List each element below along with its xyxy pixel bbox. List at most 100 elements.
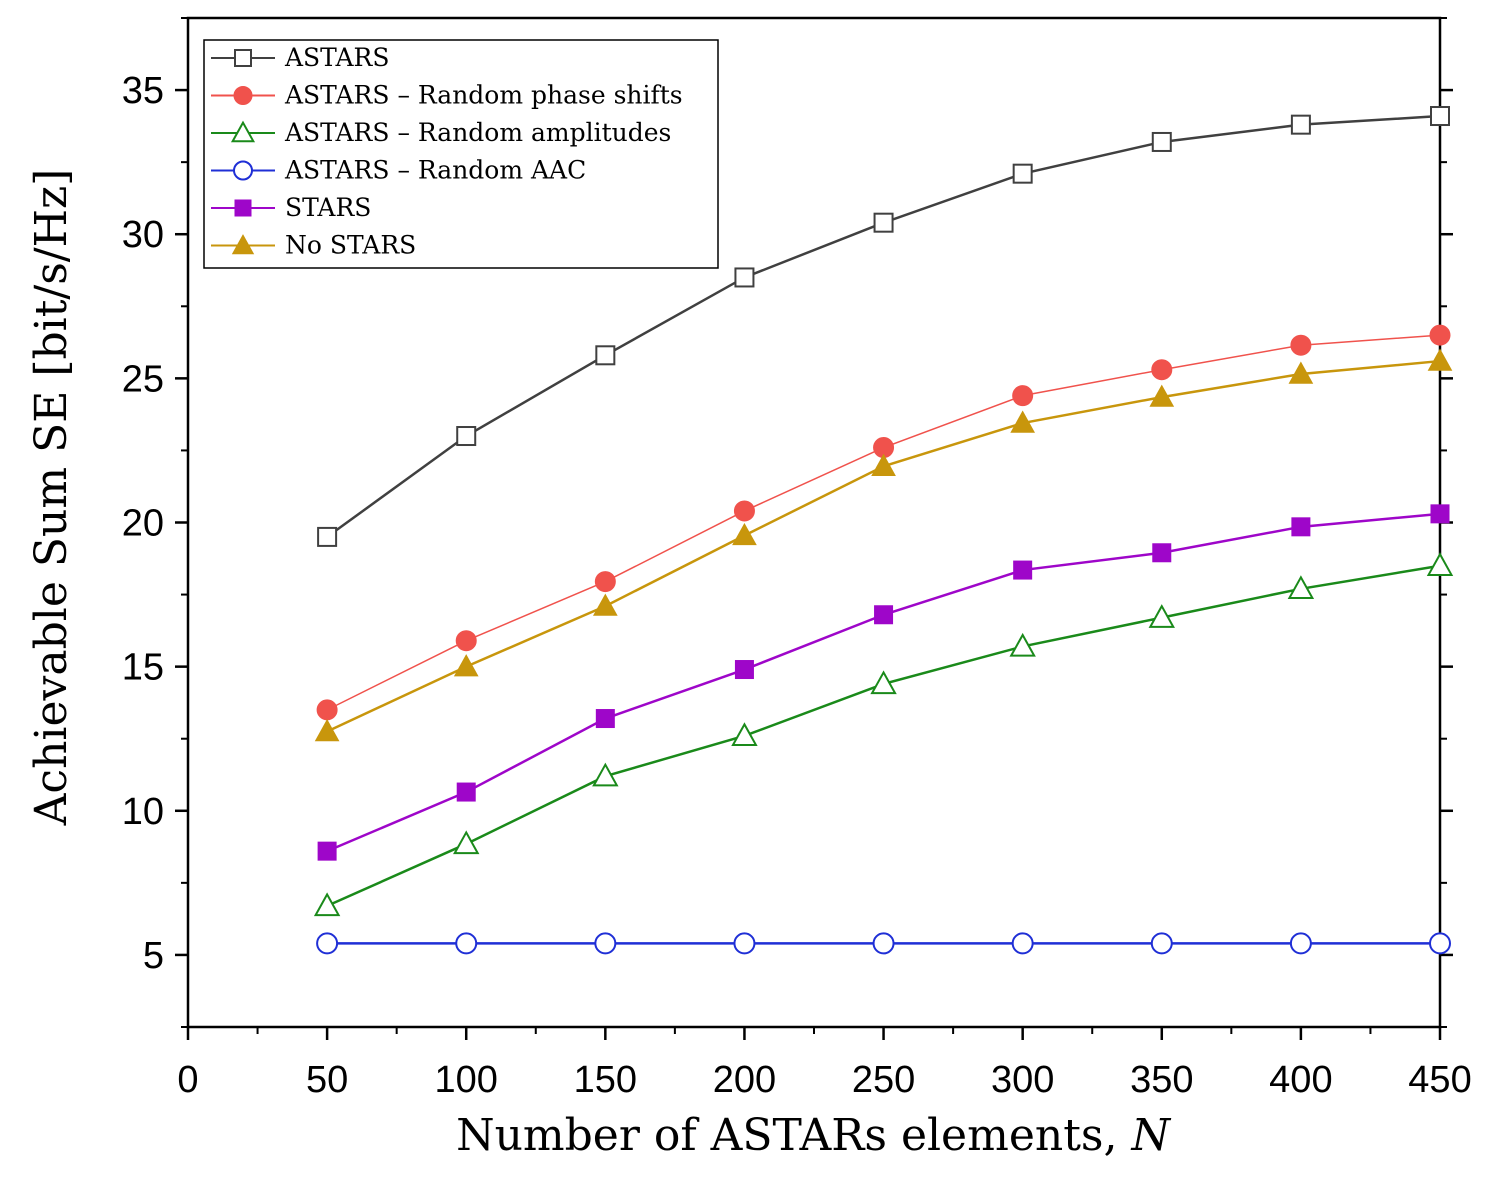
x-tick-label: 50 bbox=[306, 1059, 348, 1101]
y-tick-label: 15 bbox=[122, 647, 164, 689]
series-no-stars bbox=[314, 348, 1453, 742]
legend-label: ASTARS – Random AAC bbox=[284, 156, 586, 185]
legend-item: ASTARS – Random amplitudes bbox=[211, 118, 671, 147]
series-stars bbox=[317, 504, 1450, 861]
series-astars-random-phase-shifts bbox=[316, 324, 1451, 721]
data-point bbox=[455, 630, 477, 652]
legend-item: STARS bbox=[211, 193, 371, 222]
data-point bbox=[314, 718, 340, 742]
legend-label: No STARS bbox=[285, 231, 416, 260]
data-point bbox=[1011, 932, 1034, 955]
legend-label: ASTARS bbox=[284, 43, 390, 72]
data-point bbox=[734, 660, 754, 680]
data-point bbox=[734, 267, 755, 288]
data-point bbox=[1150, 932, 1173, 955]
data-point bbox=[874, 605, 894, 625]
legend-item: ASTARS bbox=[211, 43, 390, 72]
axis-ticks: 0 50 100 150 200 250 300 350 400 450 5 10 15 20 25 30 35 bbox=[122, 17, 1472, 1101]
data-point bbox=[872, 932, 895, 955]
data-point bbox=[233, 160, 253, 181]
data-point bbox=[1430, 106, 1450, 127]
data-point bbox=[1151, 131, 1172, 152]
legend-box bbox=[203, 39, 719, 269]
data-point bbox=[1149, 384, 1175, 407]
y-tick-label: 10 bbox=[122, 791, 164, 833]
y-tick-label: 20 bbox=[122, 503, 164, 545]
data-point bbox=[1291, 517, 1311, 537]
data-point bbox=[873, 212, 894, 233]
data-point bbox=[233, 86, 253, 105]
data-point bbox=[1429, 932, 1451, 955]
legend-item: No STARS bbox=[211, 231, 416, 260]
data-point bbox=[870, 670, 897, 695]
legend-label: ASTARS – Random phase shifts bbox=[284, 81, 683, 110]
y-axis-title: Achievable Sum SE [bit/s/Hz] bbox=[26, 169, 77, 827]
data-point bbox=[871, 453, 896, 476]
y-tick-label: 35 bbox=[122, 70, 164, 112]
y-tick-label: 25 bbox=[122, 358, 164, 400]
data-point bbox=[317, 841, 337, 861]
data-point bbox=[1152, 543, 1172, 563]
data-point bbox=[1009, 632, 1036, 657]
data-point bbox=[595, 345, 616, 366]
data-point bbox=[313, 892, 341, 917]
data-point bbox=[231, 234, 255, 255]
data-point bbox=[455, 932, 478, 955]
y-tick-label: 5 bbox=[143, 935, 164, 977]
x-tick-label: 400 bbox=[1269, 1059, 1332, 1101]
data-point bbox=[1426, 552, 1454, 576]
data-point bbox=[1013, 560, 1033, 580]
data-point bbox=[595, 709, 615, 729]
data-point bbox=[1288, 361, 1314, 384]
x-tick-label: 350 bbox=[1130, 1059, 1193, 1101]
data-point bbox=[592, 593, 618, 616]
legend-label: ASTARS – Random amplitudes bbox=[284, 118, 671, 147]
series-astars-random-aac bbox=[316, 932, 1451, 955]
data-point bbox=[456, 426, 477, 447]
data-point bbox=[594, 571, 616, 593]
legend-item: ASTARS – Random phase shifts bbox=[211, 81, 683, 110]
data-point bbox=[1012, 385, 1034, 407]
data-point bbox=[592, 762, 619, 787]
data-point bbox=[1427, 348, 1453, 371]
data-point bbox=[1290, 114, 1311, 135]
data-point bbox=[317, 526, 338, 547]
x-tick-label: 450 bbox=[1408, 1059, 1471, 1101]
x-tick-label: 250 bbox=[852, 1059, 915, 1101]
data-point bbox=[1010, 410, 1036, 433]
data-point bbox=[1289, 932, 1312, 955]
data-point bbox=[1430, 504, 1450, 524]
x-tick-label: 200 bbox=[713, 1059, 776, 1101]
data-series bbox=[313, 106, 1454, 955]
x-tick-label: 100 bbox=[435, 1059, 498, 1101]
data-point bbox=[234, 199, 252, 217]
data-point bbox=[1290, 334, 1312, 356]
x-tick-label: 300 bbox=[991, 1059, 1054, 1101]
legend-item: ASTARS – Random AAC bbox=[211, 156, 586, 185]
series-astars-random-amplitudes bbox=[313, 552, 1454, 917]
data-point bbox=[1287, 575, 1315, 600]
data-point bbox=[234, 49, 252, 67]
data-point bbox=[594, 932, 617, 955]
data-point bbox=[453, 830, 480, 855]
y-tick-label: 30 bbox=[122, 214, 164, 256]
data-point bbox=[1429, 324, 1451, 346]
data-point bbox=[732, 522, 757, 546]
data-point bbox=[731, 722, 758, 747]
legend: ASTARS ASTARS – Random phase shifts ASTARS… bbox=[203, 39, 719, 269]
data-point bbox=[1148, 604, 1175, 628]
data-point bbox=[453, 654, 479, 677]
x-tick-label: 0 bbox=[177, 1059, 198, 1101]
data-point bbox=[733, 932, 756, 955]
data-point bbox=[316, 699, 338, 721]
data-point bbox=[1151, 359, 1173, 381]
x-axis-title: Number of ASTARs elements, N bbox=[456, 1110, 1171, 1161]
data-point bbox=[316, 932, 339, 955]
series-astars bbox=[317, 106, 1450, 547]
data-point bbox=[230, 120, 256, 143]
data-point bbox=[733, 500, 755, 522]
legend-label: STARS bbox=[285, 193, 371, 222]
data-point bbox=[456, 782, 476, 802]
data-point bbox=[1012, 163, 1033, 184]
